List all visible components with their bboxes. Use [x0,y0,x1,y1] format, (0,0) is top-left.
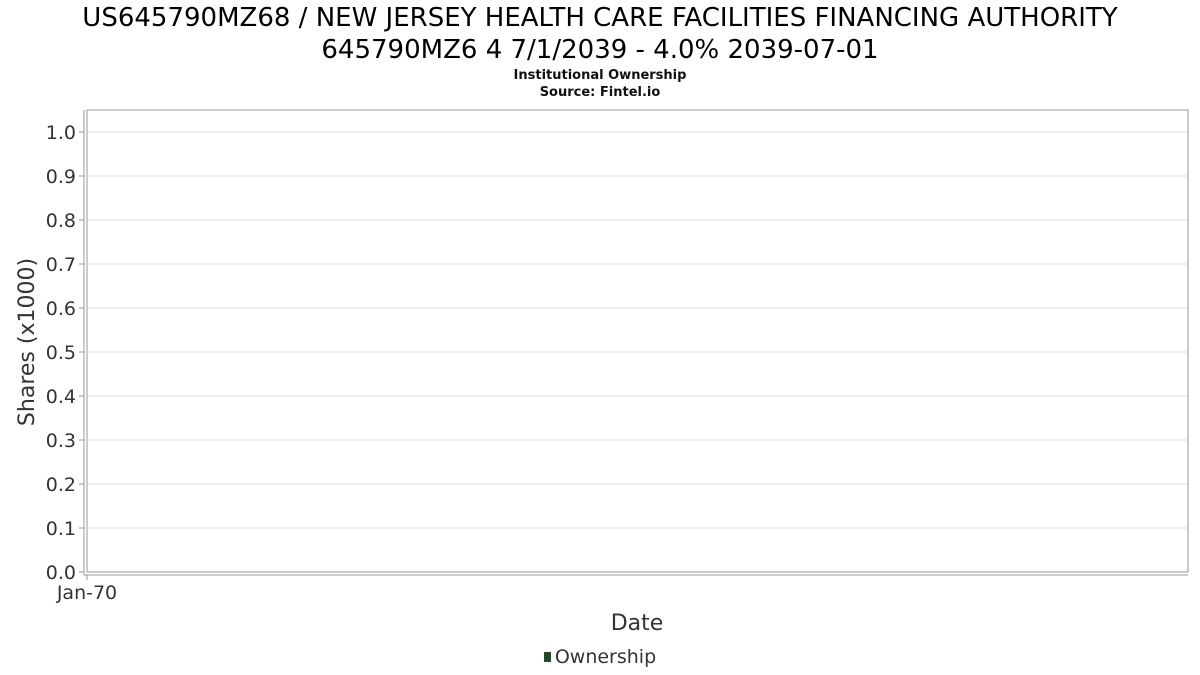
y-axis-ticks: 0.0 0.1 0.2 0.3 0.4 0.5 0.6 0.7 0.8 0.9 1.0 [46,122,84,584]
chart-legend: Ownership [0,646,1200,668]
legend-swatch-ownership [543,652,551,662]
y-tick-label: 0.5 [46,342,76,364]
chart-subtitle: Institutional Ownership [513,68,687,83]
grid-lines [87,131,1188,529]
y-tick-label: 0.8 [46,210,76,232]
y-tick-label: 0.2 [46,474,76,496]
chart-title-line-1: US645790MZ68 / NEW JERSEY HEALTH CARE FA… [82,3,1118,33]
y-tick-label: 0.0 [46,562,76,584]
y-tick-label: 0.9 [46,166,76,188]
y-tick-label: 0.6 [46,298,76,320]
legend-label-ownership: Ownership [554,646,657,668]
y-tick-label: 0.1 [46,518,76,540]
y-tick-label: 0.7 [46,254,76,276]
y-tick-label: 0.3 [46,430,76,452]
x-axis-title: Date [611,611,664,636]
y-axis-title: Shares (x1000) [15,258,40,426]
plot-area-frame [86,109,1189,573]
x-axis-ticks: Jan-70 [56,575,117,604]
chart-source: Source: Fintel.io [539,85,661,100]
y-tick-label: 0.4 [46,386,76,408]
chart-title-line-2: 645790MZ6 4 7/1/2039 - 4.0% 2039-07-01 [321,35,879,65]
y-tick-label: 1.0 [46,122,76,144]
x-tick-label: Jan-70 [56,582,117,604]
